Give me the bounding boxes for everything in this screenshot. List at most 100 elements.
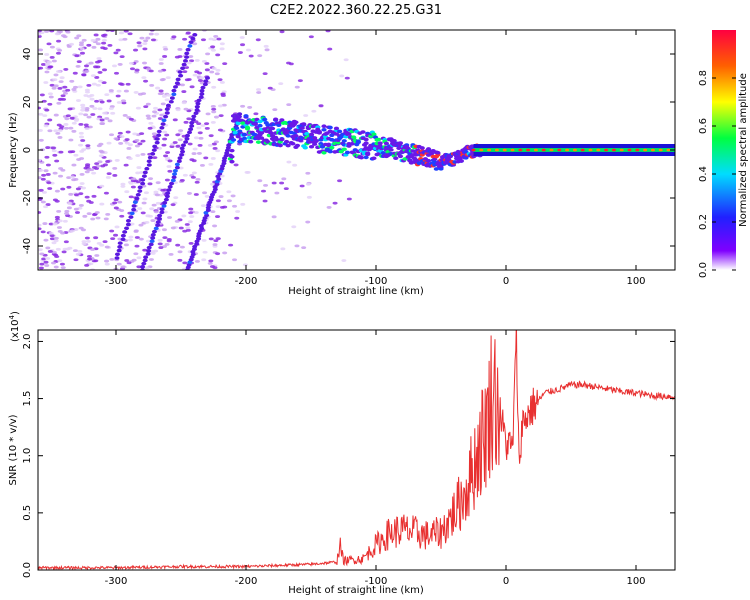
noise-speck <box>95 83 101 87</box>
noise-speck <box>177 138 183 142</box>
streak-point <box>125 219 131 223</box>
streak-point <box>180 66 186 71</box>
noise-speck <box>185 226 191 230</box>
noise-speck <box>160 102 166 106</box>
noise-speck <box>71 88 77 91</box>
noise-speck <box>63 68 69 71</box>
noise-speck <box>56 209 62 213</box>
noise-speck <box>91 165 97 169</box>
noise-speck <box>305 220 311 224</box>
noise-speck <box>86 254 92 258</box>
signal-point <box>349 142 355 146</box>
noise-speck <box>134 236 140 239</box>
noise-speck <box>179 245 185 249</box>
noise-speck <box>139 171 145 174</box>
noise-speck <box>178 226 184 230</box>
streak-point <box>161 118 167 123</box>
noise-speck <box>129 67 135 71</box>
noise-speck <box>80 186 86 190</box>
signal-point <box>279 137 285 142</box>
noise-speck <box>142 197 148 201</box>
noise-speck <box>341 259 347 262</box>
noise-speck <box>157 92 163 96</box>
noise-speck <box>49 237 55 241</box>
noise-speck <box>184 223 190 226</box>
noise-speck <box>38 112 44 116</box>
signal-point <box>299 126 305 130</box>
noise-speck <box>40 63 46 66</box>
noise-speck <box>242 263 248 267</box>
noise-speck <box>151 132 157 136</box>
signal-point <box>293 134 299 138</box>
noise-speck <box>105 160 111 163</box>
noise-speck <box>204 122 210 126</box>
noise-speck <box>212 147 218 150</box>
noise-speck <box>43 124 49 128</box>
noise-speck <box>44 264 50 267</box>
noise-speck <box>162 137 168 141</box>
noise-speck <box>85 144 91 148</box>
noise-speck <box>109 133 115 137</box>
streak-point <box>171 88 177 93</box>
noise-speck <box>286 160 292 164</box>
streak-point <box>191 247 197 251</box>
noise-speck <box>152 135 158 138</box>
noise-speck <box>213 140 219 144</box>
noise-speck <box>136 256 142 260</box>
noise-speck <box>178 129 184 132</box>
noise-speck <box>262 72 268 76</box>
noise-speck <box>189 59 195 63</box>
streak-point <box>140 265 146 269</box>
noise-speck <box>203 156 209 160</box>
streak-point <box>149 239 155 243</box>
noise-speck <box>71 163 77 167</box>
signal-point <box>321 127 327 132</box>
noise-speck <box>166 93 172 97</box>
noise-speck <box>279 181 285 185</box>
signal-point <box>376 137 382 142</box>
noise-speck <box>104 259 110 263</box>
signal-point <box>391 139 397 143</box>
carrier-peak <box>627 148 632 152</box>
noise-speck <box>43 169 49 173</box>
noise-speck <box>38 223 42 227</box>
noise-speck <box>135 171 141 175</box>
noise-speck <box>210 182 216 186</box>
y-tick-label: -20 <box>22 190 33 206</box>
noise-speck <box>105 176 111 179</box>
noise-speck <box>170 226 176 230</box>
noise-speck <box>41 99 47 103</box>
noise-speck <box>50 146 56 150</box>
noise-speck <box>154 193 160 197</box>
noise-speck <box>77 249 83 253</box>
noise-speck <box>181 101 187 105</box>
noise-speck <box>42 222 48 225</box>
noise-speck <box>151 203 157 207</box>
noise-speck <box>181 90 187 93</box>
signal-point <box>433 167 439 171</box>
noise-speck <box>71 121 77 125</box>
streak-point <box>165 191 171 195</box>
streak-point <box>203 211 209 215</box>
noise-speck <box>81 240 87 243</box>
carrier-peak <box>604 148 609 152</box>
noise-speck <box>99 150 105 154</box>
noise-speck <box>39 252 45 256</box>
noise-speck <box>94 76 100 79</box>
signal-point <box>363 141 369 145</box>
x-tick-label: 0 <box>503 576 509 587</box>
noise-speck <box>58 150 64 154</box>
signal-point <box>235 134 241 139</box>
streak-point <box>159 210 165 215</box>
noise-speck <box>88 201 94 204</box>
noise-speck <box>71 178 77 182</box>
signal-point <box>365 151 371 156</box>
noise-speck <box>80 103 86 107</box>
noise-speck <box>149 83 155 87</box>
noise-speck <box>60 94 66 98</box>
noise-speck <box>120 182 126 186</box>
streak-point <box>154 137 160 141</box>
noise-speck <box>53 113 59 117</box>
noise-speck <box>211 67 217 70</box>
noise-speck <box>72 85 78 89</box>
